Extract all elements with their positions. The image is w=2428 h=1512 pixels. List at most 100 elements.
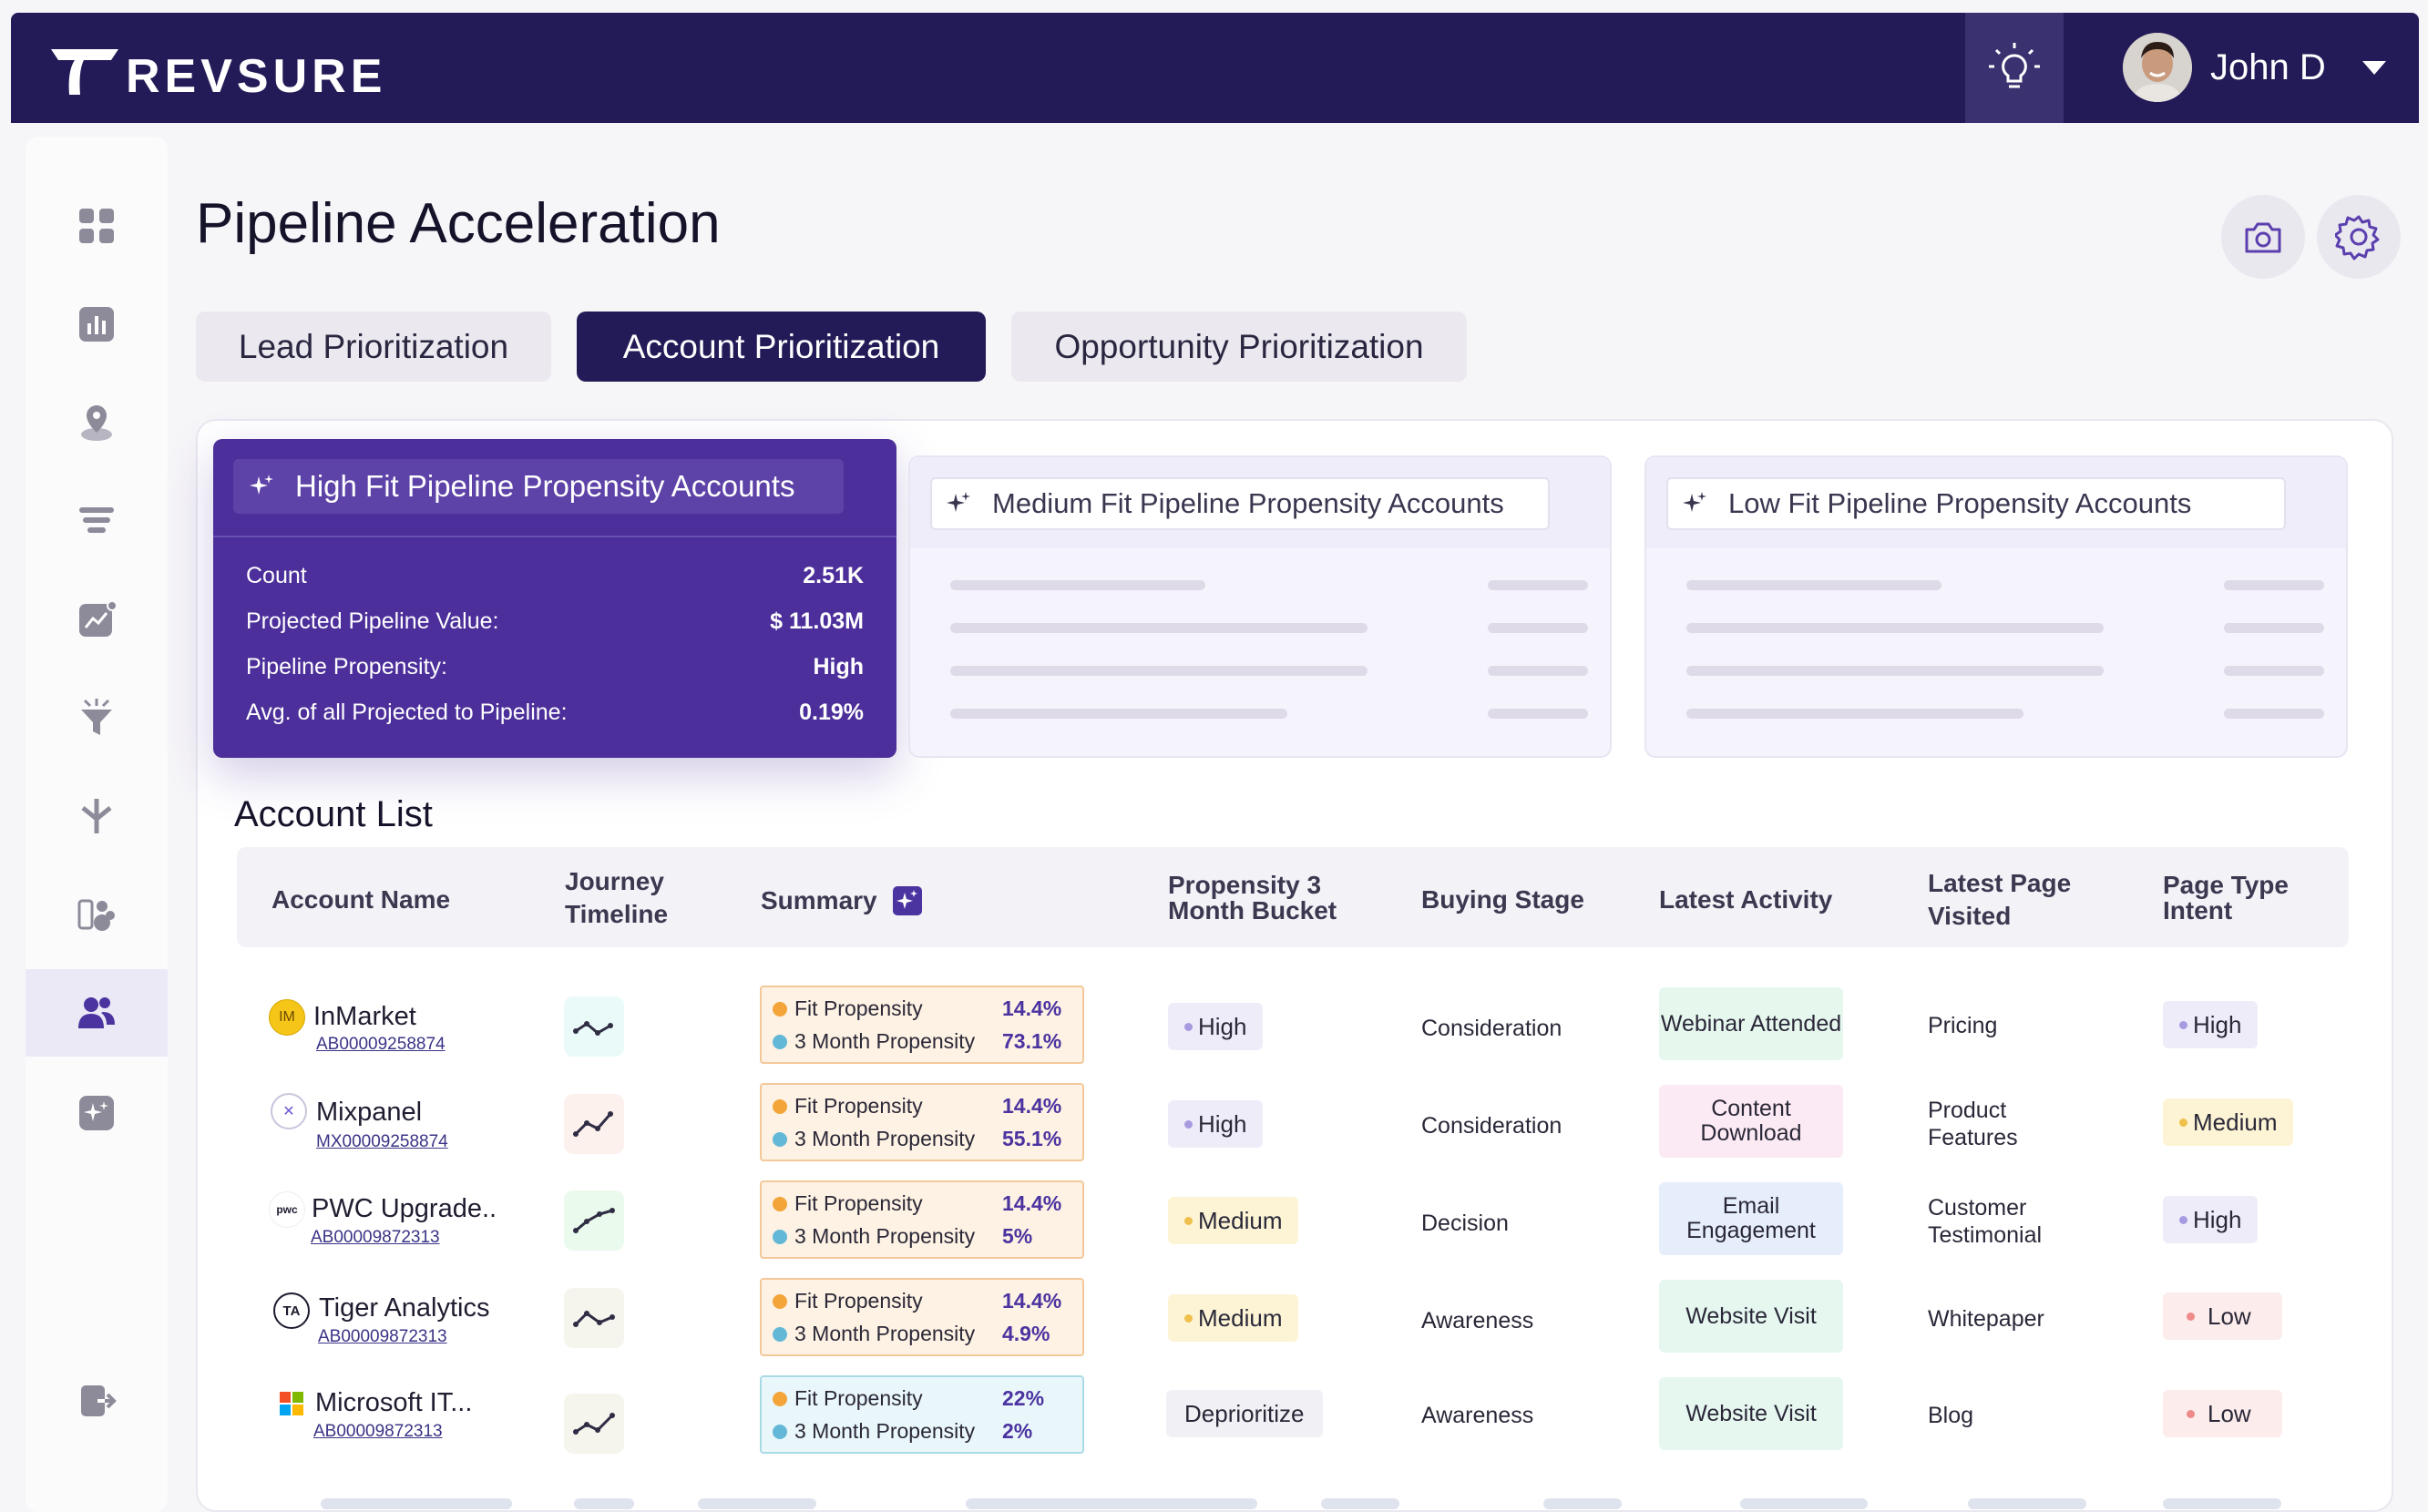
sidebar-item-reports[interactable] — [26, 281, 168, 368]
column-header-bucket[interactable]: Propensity 3 Month Bucket — [1168, 871, 1337, 925]
bucket-badge: High — [1168, 1003, 1264, 1050]
column-header-latest-page[interactable]: Latest Page Visited — [1928, 869, 2072, 930]
column-header-summary[interactable]: Summary — [761, 885, 923, 916]
latest-page: Product Features — [1928, 1098, 2018, 1150]
microsoft-logo-icon — [273, 1385, 310, 1422]
sidebar-item-logout[interactable] — [26, 1357, 168, 1445]
user-name: John D — [2210, 46, 2326, 87]
account-id-link[interactable]: AB00009872313 — [311, 1228, 440, 1247]
brand-name: REVSURE — [126, 50, 387, 103]
account-list-title: Account List — [234, 794, 433, 834]
settings-button[interactable] — [2317, 195, 2401, 279]
skeleton-line — [1686, 666, 2104, 676]
funnel-icon — [81, 699, 112, 735]
propensity-summary: Fit Propensity 22% 3 Month Propensity 2% — [760, 1375, 1084, 1454]
journey-timeline-button[interactable] — [564, 996, 624, 1057]
stat-row: Projected Pipeline Value: $ 11.03M — [246, 608, 864, 634]
sidebar-item-geo[interactable] — [26, 379, 168, 466]
skeleton-line — [950, 709, 1287, 719]
sparkle-icon — [250, 475, 273, 495]
buying-stage: Awareness — [1421, 1308, 1534, 1333]
skeleton-line — [1321, 1498, 1399, 1509]
journey-timeline-button[interactable] — [564, 1394, 624, 1454]
account-name[interactable]: Microsoft IT... — [315, 1388, 473, 1417]
insights-button[interactable] — [1965, 13, 2064, 123]
skeleton-line — [950, 580, 1205, 590]
merge-icon — [81, 799, 112, 833]
account-id-link[interactable]: MX00009258874 — [316, 1132, 448, 1151]
journey-timeline-button[interactable] — [564, 1288, 624, 1348]
buying-stage: Consideration — [1421, 1113, 1562, 1139]
account-name[interactable]: PWC Upgrade.. — [312, 1194, 497, 1223]
users-icon — [78, 997, 115, 1028]
account-id-link[interactable]: AB00009258874 — [316, 1035, 446, 1054]
skeleton-line — [1488, 580, 1588, 590]
account-name[interactable]: Tiger Analytics — [319, 1293, 490, 1323]
medium-fit-card[interactable]: Medium Fit Pipeline Propensity Accounts — [908, 455, 1612, 758]
divider — [213, 536, 896, 537]
sidebar-item-merge[interactable] — [26, 772, 168, 860]
intent-badge: High — [2163, 1196, 2259, 1243]
account-id-link[interactable]: AB00009872313 — [318, 1327, 447, 1346]
location-icon — [81, 405, 112, 441]
clock-icon — [773, 1131, 787, 1147]
skeleton-line — [1686, 709, 2023, 719]
buying-stage: Awareness — [1421, 1403, 1534, 1428]
skeleton-line — [1488, 623, 1588, 633]
low-fit-card[interactable]: Low Fit Pipeline Propensity Accounts — [1644, 455, 2348, 758]
low-fit-card-header: Low Fit Pipeline Propensity Accounts — [1666, 477, 2286, 530]
clock-icon — [773, 1424, 787, 1439]
high-fit-card-header: High Fit Pipeline Propensity Accounts — [233, 459, 844, 514]
latest-activity-badge: Content Download — [1659, 1085, 1843, 1158]
flame-icon — [773, 1001, 787, 1017]
people-group-icon — [77, 899, 115, 931]
column-header-account-name[interactable]: Account Name — [271, 885, 451, 914]
tab-opportunity-prioritization[interactable]: Opportunity Prioritization — [1011, 312, 1467, 382]
high-fit-card[interactable]: High Fit Pipeline Propensity Accounts Co… — [213, 439, 896, 758]
flame-icon — [773, 1391, 787, 1406]
column-header-buying-stage[interactable]: Buying Stage — [1421, 885, 1584, 914]
clock-icon — [773, 1326, 787, 1342]
clock-icon — [773, 1229, 787, 1244]
latest-page: Blog — [1928, 1403, 1974, 1428]
sidebar-item-accounts[interactable] — [26, 969, 168, 1057]
journey-timeline-button[interactable] — [564, 1190, 624, 1251]
sidebar-item-trends[interactable] — [26, 576, 168, 663]
column-header-journey[interactable]: Journey Timeline — [565, 867, 669, 928]
propensity-summary: Fit Propensity 14.4% 3 Month Propensity 5% — [760, 1180, 1084, 1259]
camera-icon — [2245, 222, 2281, 253]
skeleton-line — [698, 1498, 816, 1509]
chevron-down-icon[interactable] — [2361, 60, 2386, 75]
intent-badge: Low — [2163, 1292, 2282, 1340]
medium-fit-card-header: Medium Fit Pipeline Propensity Accounts — [930, 477, 1550, 530]
column-header-latest-activity[interactable]: Latest Activity — [1659, 885, 1833, 914]
sidebar-item-funnel[interactable] — [26, 674, 168, 761]
top-bar: REVSURE John D — [11, 13, 2419, 123]
latest-activity-badge: Website Visit — [1659, 1280, 1843, 1353]
trend-line-icon — [573, 1021, 613, 1036]
screenshot-button[interactable] — [2221, 195, 2305, 279]
trend-line-icon — [573, 1111, 613, 1137]
sidebar-item-dashboard[interactable] — [26, 182, 168, 270]
low-fit-card-title: Low Fit Pipeline Propensity Accounts — [1728, 487, 2192, 519]
sidebar-item-ai[interactable] — [26, 1069, 168, 1157]
flame-icon — [773, 1098, 787, 1114]
journey-timeline-button[interactable] — [564, 1094, 624, 1154]
skeleton-line — [2224, 580, 2324, 590]
skeleton-line — [2163, 1498, 2281, 1509]
brand-logo[interactable]: REVSURE — [47, 38, 386, 104]
sidebar-item-segments[interactable] — [26, 871, 168, 958]
ai-sparkle-icon[interactable] — [892, 885, 923, 916]
account-logo: pwc — [269, 1191, 305, 1228]
account-id-link[interactable]: AB00009872313 — [313, 1422, 443, 1441]
tab-lead-prioritization[interactable]: Lead Prioritization — [196, 312, 551, 382]
column-header-page-intent[interactable]: Page Type Intent — [2163, 871, 2289, 925]
propensity-summary: Fit Propensity 14.4% 3 Month Propensity 73… — [760, 986, 1084, 1064]
account-name[interactable]: Mixpanel — [316, 1098, 423, 1127]
sidebar-item-pipeline[interactable] — [26, 477, 168, 565]
bar-chart-icon — [79, 307, 114, 342]
account-name[interactable]: InMarket — [313, 1002, 416, 1031]
tab-account-prioritization[interactable]: Account Prioritization — [577, 312, 986, 382]
page-title: Pipeline Acceleration — [196, 192, 721, 255]
user-menu[interactable]: John D — [2123, 33, 2386, 102]
